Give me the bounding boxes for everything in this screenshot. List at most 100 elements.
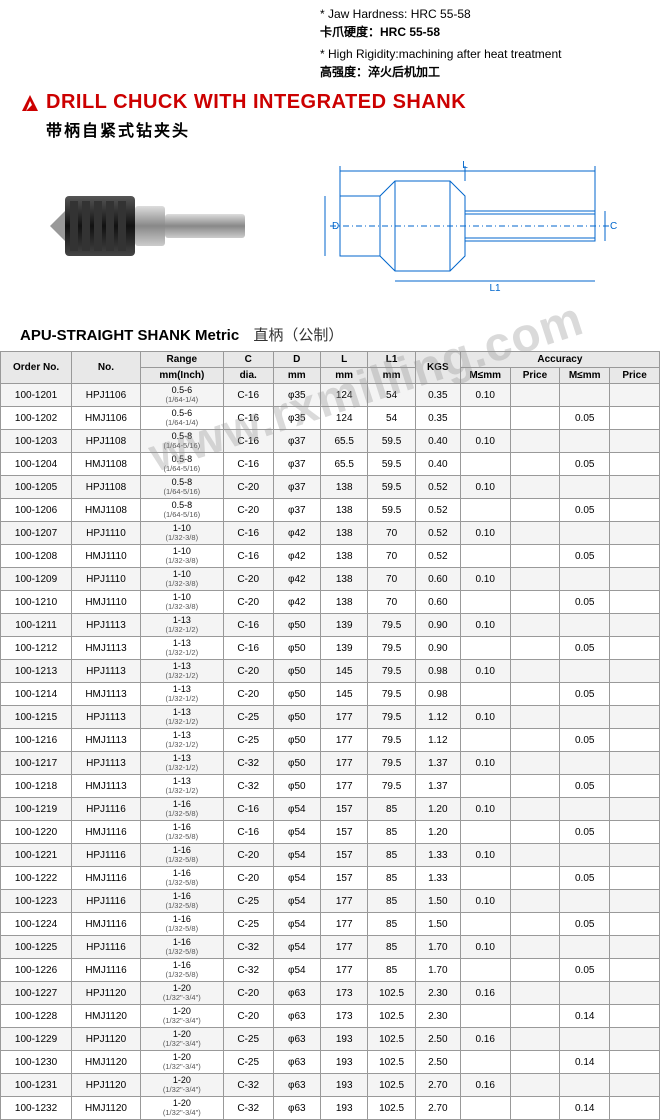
cell-acc1: 0.16 <box>460 1028 510 1051</box>
cell-c: C-20 <box>223 1005 273 1028</box>
cell-range: 0.5-8(1/64-5/16) <box>140 476 223 499</box>
cell-kgs: 1.50 <box>415 913 460 936</box>
table-row: 100-1204HMJ11080.5-8(1/64-5/16)C-16φ3765… <box>1 453 660 476</box>
cell-range: 1-20(1/32"-3/4") <box>140 1097 223 1120</box>
cell-order: 100-1211 <box>1 614 72 637</box>
cell-l1: 102.5 <box>368 1005 415 1028</box>
cell-order: 100-1216 <box>1 729 72 752</box>
cell-acc2p <box>610 591 660 614</box>
cell-acc2p <box>610 890 660 913</box>
cell-acc2p <box>610 384 660 407</box>
table-row: 100-1232HMJ11201-20(1/32"-3/4")C-32φ6319… <box>1 1097 660 1120</box>
cell-order: 100-1230 <box>1 1051 72 1074</box>
cell-acc2 <box>560 1028 610 1051</box>
cell-acc2p <box>610 499 660 522</box>
cell-l: 138 <box>320 522 367 545</box>
cell-range: 1-16(1/32-5/8) <box>140 867 223 890</box>
cell-acc2p <box>610 453 660 476</box>
table-row: 100-1216HMJ11131-13(1/32-1/2)C-25φ501777… <box>1 729 660 752</box>
table-row: 100-1205HPJ11080.5-8(1/64-5/16)C-20φ3713… <box>1 476 660 499</box>
cell-order: 100-1227 <box>1 982 72 1005</box>
th-acc2: M≤mm <box>560 368 610 384</box>
cell-acc2p <box>610 683 660 706</box>
spec-jaw-en: * Jaw Hardness: HRC 55-58 <box>320 5 660 23</box>
section-label: APU-STRAIGHT SHANK Metric <box>20 327 239 344</box>
cell-l: 124 <box>320 384 367 407</box>
cell-acc2p <box>610 936 660 959</box>
cell-d: φ50 <box>273 637 320 660</box>
cell-l1: 79.5 <box>368 683 415 706</box>
cell-range: 1-13(1/32-1/2) <box>140 614 223 637</box>
cell-c: C-16 <box>223 798 273 821</box>
table-row: 100-1223HPJ11161-16(1/32-5/8)C-25φ541778… <box>1 890 660 913</box>
cell-no: HMJ1120 <box>72 1051 141 1074</box>
cell-c: C-20 <box>223 683 273 706</box>
cell-l1: 102.5 <box>368 982 415 1005</box>
cell-kgs: 1.12 <box>415 729 460 752</box>
cell-c: C-20 <box>223 660 273 683</box>
cell-l: 173 <box>320 1005 367 1028</box>
cell-acc1p <box>510 614 560 637</box>
cell-order: 100-1232 <box>1 1097 72 1120</box>
cell-d: φ63 <box>273 1051 320 1074</box>
cell-order: 100-1208 <box>1 545 72 568</box>
cell-acc2: 0.05 <box>560 729 610 752</box>
cell-c: C-16 <box>223 821 273 844</box>
th-c: C <box>223 352 273 368</box>
cell-kgs: 0.52 <box>415 499 460 522</box>
section-label-cn: 直柄（公制） <box>253 327 343 344</box>
cell-l1: 102.5 <box>368 1051 415 1074</box>
cell-l: 193 <box>320 1074 367 1097</box>
cell-c: C-16 <box>223 384 273 407</box>
cell-c: C-32 <box>223 775 273 798</box>
cell-d: φ54 <box>273 936 320 959</box>
svg-text:D: D <box>332 221 339 232</box>
cell-acc2: 0.05 <box>560 637 610 660</box>
cell-kgs: 0.90 <box>415 637 460 660</box>
cell-acc1p <box>510 706 560 729</box>
cell-c: C-20 <box>223 499 273 522</box>
cell-acc2: 0.05 <box>560 821 610 844</box>
cell-kgs: 0.35 <box>415 384 460 407</box>
cell-acc1p <box>510 959 560 982</box>
cell-l1: 85 <box>368 936 415 959</box>
cell-d: φ50 <box>273 683 320 706</box>
cell-d: φ50 <box>273 729 320 752</box>
cell-acc2 <box>560 384 610 407</box>
cell-c: C-20 <box>223 591 273 614</box>
cell-acc2 <box>560 752 610 775</box>
cell-kgs: 2.50 <box>415 1051 460 1074</box>
cell-range: 1-13(1/32-1/2) <box>140 660 223 683</box>
cell-kgs: 0.40 <box>415 453 460 476</box>
cell-acc1: 0.10 <box>460 660 510 683</box>
cell-d: φ54 <box>273 959 320 982</box>
cell-c: C-20 <box>223 568 273 591</box>
cell-l1: 59.5 <box>368 499 415 522</box>
cell-acc1p <box>510 1028 560 1051</box>
cell-l: 177 <box>320 913 367 936</box>
cell-l: 157 <box>320 821 367 844</box>
cell-l: 193 <box>320 1097 367 1120</box>
cell-range: 1-20(1/32"-3/4") <box>140 1005 223 1028</box>
cell-acc2p <box>610 545 660 568</box>
cell-acc2p <box>610 867 660 890</box>
cell-order: 100-1223 <box>1 890 72 913</box>
cell-order: 100-1217 <box>1 752 72 775</box>
th-d: D <box>273 352 320 368</box>
cell-d: φ37 <box>273 476 320 499</box>
cell-acc1p <box>510 545 560 568</box>
spec-rigid-en: * High Rigidity:machining after heat tre… <box>320 45 660 63</box>
table-row: 100-1228HMJ11201-20(1/32"-3/4")C-20φ6317… <box>1 1005 660 1028</box>
table-row: 100-1210HMJ11101-10(1/32-3/8)C-20φ421387… <box>1 591 660 614</box>
cell-acc2 <box>560 798 610 821</box>
cell-d: φ54 <box>273 821 320 844</box>
cell-acc2 <box>560 614 610 637</box>
cell-l1: 70 <box>368 522 415 545</box>
cell-l: 145 <box>320 683 367 706</box>
cell-l: 138 <box>320 545 367 568</box>
cell-acc2: 0.05 <box>560 775 610 798</box>
cell-acc1p <box>510 637 560 660</box>
table-row: 100-1225HPJ11161-16(1/32-5/8)C-32φ541778… <box>1 936 660 959</box>
cell-range: 1-16(1/32-5/8) <box>140 844 223 867</box>
cell-acc2p <box>610 660 660 683</box>
